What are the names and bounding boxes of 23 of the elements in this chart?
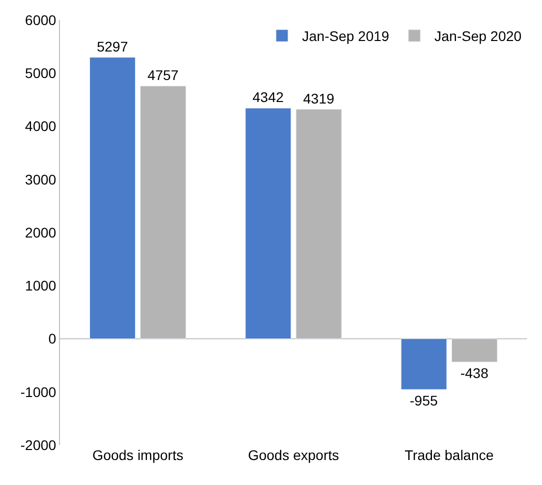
data-label: 4319 bbox=[303, 90, 334, 106]
y-tick-label: -2000 bbox=[20, 436, 56, 453]
legend-label: Jan-Sep 2019 bbox=[302, 28, 390, 44]
y-tick-label: 2000 bbox=[25, 224, 56, 240]
x-tick-label: Goods exports bbox=[248, 447, 340, 463]
data-label: 5297 bbox=[96, 38, 128, 54]
legend-label: Jan-Sep 2020 bbox=[434, 28, 522, 44]
data-label: 4757 bbox=[147, 67, 179, 84]
data-label: -955 bbox=[410, 392, 438, 408]
y-tick-label: 4000 bbox=[25, 118, 56, 134]
y-tick-label: -1000 bbox=[20, 384, 56, 400]
x-tick-label: Goods imports bbox=[92, 447, 184, 463]
x-tick-label: Trade balance bbox=[404, 447, 494, 463]
bar bbox=[90, 57, 136, 339]
y-tick-label: 3000 bbox=[25, 171, 56, 188]
y-tick-label: 6000 bbox=[25, 12, 56, 28]
data-label: -438 bbox=[460, 365, 489, 382]
y-tick-label: 5000 bbox=[25, 65, 56, 82]
y-tick-label: 1000 bbox=[25, 278, 56, 294]
bar bbox=[400, 338, 447, 390]
y-tick-label: 0 bbox=[48, 330, 56, 347]
data-label: 4342 bbox=[252, 89, 284, 106]
bar bbox=[245, 108, 292, 339]
